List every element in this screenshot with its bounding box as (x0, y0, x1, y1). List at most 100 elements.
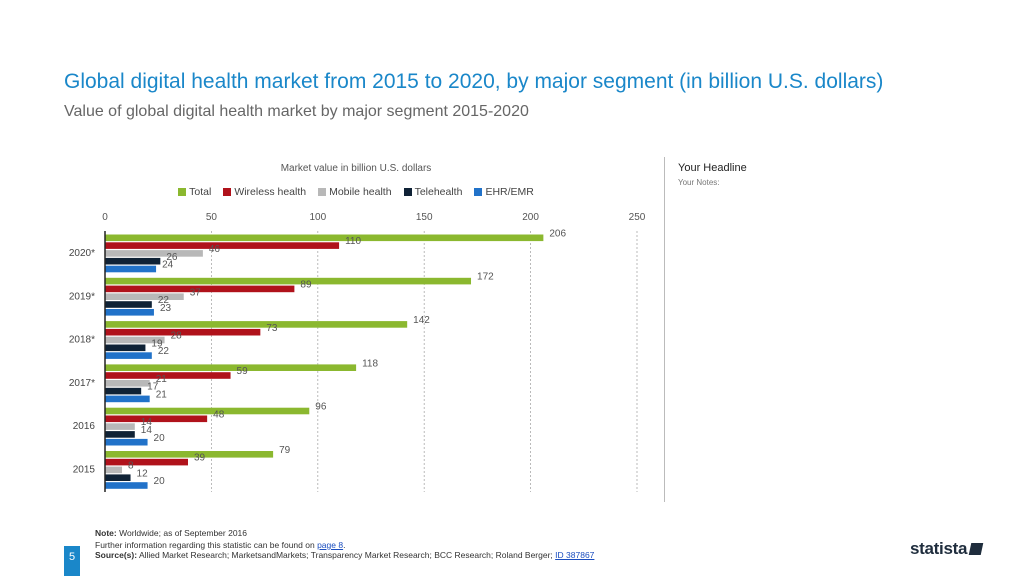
bar-value-label: 21 (156, 390, 168, 401)
x-tick-label: 250 (629, 212, 646, 223)
bar (105, 380, 150, 387)
bar (105, 415, 208, 423)
bar-value-label: 26 (166, 252, 178, 263)
bar (105, 309, 154, 316)
bar (105, 352, 152, 359)
bar-value-label: 59 (237, 366, 249, 377)
bar-value-label: 22 (158, 346, 170, 357)
bar-value-label: 14 (141, 425, 153, 436)
category-label: 2019* (69, 291, 95, 302)
legend-label: Mobile health (329, 186, 392, 198)
legend-label: EHR/EMR (485, 186, 534, 198)
bar-value-label: 96 (315, 402, 327, 413)
legend-swatch (318, 188, 327, 196)
footer-period: . (343, 540, 346, 550)
bar (105, 482, 148, 489)
x-tick-label: 150 (416, 212, 433, 223)
bar (105, 285, 295, 293)
sidebar-notes: Your Notes: (678, 178, 720, 187)
bar-value-label: 24 (162, 260, 174, 271)
bar (105, 242, 340, 249)
bar-value-label: 142 (413, 315, 430, 326)
x-tick-label: 200 (522, 212, 539, 223)
bar (105, 364, 357, 371)
bar-value-label: 12 (137, 468, 149, 479)
legend-swatch (403, 188, 412, 196)
bar (105, 321, 408, 328)
bar-value-label: 110 (345, 236, 361, 247)
bar (105, 328, 261, 336)
statista-logo: statista (910, 539, 984, 559)
bar-value-label: 14 (141, 417, 153, 428)
x-tick-label: 100 (309, 212, 326, 223)
bar-value-label: 20 (154, 476, 166, 487)
bar (105, 257, 161, 265)
bar (105, 372, 231, 379)
footer-note: Note: Worldwide; as of September 2016 (95, 528, 247, 538)
legend-label: Wireless health (234, 186, 307, 198)
bar (105, 395, 150, 403)
legend-label: Total (189, 186, 212, 198)
footer-page-link[interactable]: page 8 (317, 540, 344, 550)
bar (105, 423, 135, 430)
chart-legend: Total Wireless health Mobile health Telehea… (0, 186, 712, 198)
bar (105, 277, 472, 285)
category-label: 2017* (69, 378, 95, 389)
legend-item-1: Wireless health (223, 186, 306, 198)
bar-value-label: 79 (279, 445, 291, 456)
footer-further-info: Further information regarding this stati… (95, 540, 345, 550)
bar-value-label: 118 (362, 358, 378, 369)
bar (105, 438, 148, 446)
bar (105, 474, 131, 481)
page-title: Global digital health market from 2015 t… (64, 70, 884, 93)
legend-label: Telehealth (414, 186, 463, 198)
bar-value-label: 28 (171, 331, 183, 342)
bar-value-label: 172 (477, 272, 494, 283)
bar-value-label: 19 (151, 338, 163, 349)
legend-item-2: Mobile health (318, 186, 392, 198)
bar-value-label: 17 (147, 382, 159, 393)
bar (105, 407, 310, 415)
bar-value-label: 39 (194, 453, 206, 464)
bar-value-label: 89 (300, 280, 312, 291)
bar (105, 336, 165, 344)
footer-further-text: Further information regarding this stati… (95, 540, 315, 550)
footer-source-text: Allied Market Research; MarketsandMarket… (138, 550, 553, 560)
bar (105, 431, 135, 438)
bar (105, 293, 184, 300)
footer-note-label: Note: (95, 528, 117, 538)
statista-logo-text: statista (910, 539, 968, 558)
page-subtitle: Value of global digital health market by… (64, 103, 529, 120)
category-label: 2020* (69, 248, 95, 259)
bar-value-label: 46 (209, 244, 221, 255)
bar (105, 234, 544, 242)
bar-value-label: 20 (154, 433, 166, 444)
bar-value-label: 73 (266, 323, 278, 334)
bar (105, 387, 142, 395)
legend-item-4: EHR/EMR (474, 186, 534, 198)
page-number: 5 (64, 546, 80, 576)
bar (105, 344, 146, 352)
legend-swatch (178, 188, 187, 196)
category-label: 2015 (73, 465, 96, 476)
bar-value-label: 21 (156, 374, 168, 385)
bar-value-label: 22 (158, 295, 170, 306)
legend-item-0: Total (178, 186, 211, 198)
bar (105, 458, 188, 466)
category-label: 2018* (69, 335, 95, 346)
footer-source-label: Source(s): (95, 550, 138, 560)
chart-axis-title: Market value in billion U.S. dollars (280, 163, 432, 174)
legend-item-3: Telehealth (403, 186, 463, 198)
category-label: 2016 (73, 421, 96, 432)
bar-value-label: 48 (213, 409, 225, 420)
footer-source: Source(s): Allied Market Research; Marke… (95, 550, 594, 560)
bar (105, 451, 274, 458)
x-tick-label: 0 (102, 212, 108, 223)
footer-source-link[interactable]: ID 387867 (555, 550, 595, 560)
sidebar-headline: Your Headline (678, 162, 747, 174)
bar (105, 301, 152, 308)
bar-value-label: 37 (190, 287, 202, 298)
x-tick-label: 50 (206, 212, 218, 223)
legend-swatch (223, 188, 232, 196)
